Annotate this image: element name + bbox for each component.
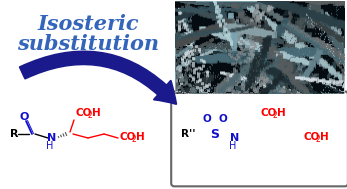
Text: 2: 2 xyxy=(132,135,137,143)
Text: 2: 2 xyxy=(88,111,93,119)
FancyArrowPatch shape xyxy=(20,52,176,104)
Text: CO: CO xyxy=(120,132,136,142)
Text: H: H xyxy=(229,141,237,151)
Text: H: H xyxy=(46,141,54,151)
Text: Isosteric: Isosteric xyxy=(37,14,139,34)
Text: H: H xyxy=(136,132,145,142)
Text: CO: CO xyxy=(304,132,320,142)
Text: 2: 2 xyxy=(316,135,321,143)
Text: CO: CO xyxy=(76,108,92,118)
Text: N: N xyxy=(230,133,240,143)
Text: H: H xyxy=(320,132,329,142)
Text: H: H xyxy=(92,108,101,118)
Text: H: H xyxy=(277,108,286,118)
Text: R'': R'' xyxy=(181,129,195,139)
Text: O: O xyxy=(219,114,227,124)
Text: 2: 2 xyxy=(273,111,278,119)
FancyBboxPatch shape xyxy=(171,91,347,186)
Text: N: N xyxy=(48,133,57,143)
Text: S: S xyxy=(211,128,220,140)
Text: O: O xyxy=(203,114,211,124)
Text: O: O xyxy=(19,112,29,122)
Text: R: R xyxy=(10,129,18,139)
Text: substitution: substitution xyxy=(17,34,159,54)
Text: CO: CO xyxy=(261,108,277,118)
